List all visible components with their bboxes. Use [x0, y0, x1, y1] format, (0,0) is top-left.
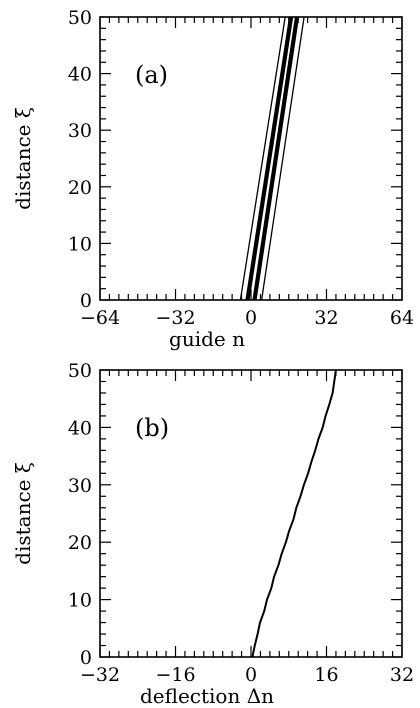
panel-a-x-tick-label: −64: [80, 307, 120, 329]
panel-b-tick-labels: −32 −16 0 16 32 0 10 20 30 40 50: [68, 360, 414, 686]
panel-a-plot-frame: [99, 16, 403, 301]
panel-a-ticks: [99, 16, 403, 301]
panel-a-y-tick-label: 40: [68, 64, 92, 86]
panel-b-y-tick-label: 10: [68, 590, 92, 612]
panel-a-x-tick-label: 0: [245, 307, 257, 329]
panel-a-series: [239, 16, 305, 301]
panel-a-y-tick-label: 30: [68, 120, 92, 142]
panel-b-y-tick-label: 40: [68, 417, 92, 439]
panel-a-series-1: [245, 16, 294, 301]
panel-b-x-tick-label: 0: [245, 664, 257, 686]
panel-b-y-tick-label: 20: [68, 532, 92, 554]
panel-b-series-0: [251, 369, 337, 658]
panel-a: −64 −32 0 32 64 0 10 20 30 40 50 (a) guide n dista…: [11, 7, 414, 351]
panel-b-x-tick-label: −32: [80, 664, 120, 686]
panel-b-y-tick-label: 0: [80, 647, 92, 669]
panel-a-tick-labels: −64 −32 0 32 64 0 10 20 30 40 50: [68, 7, 414, 329]
panel-b: −32 −16 0 16 32 0 10 20 30 40 50 (b) deflection Δn…: [11, 360, 414, 708]
panel-b-y-tick-label: 30: [68, 475, 92, 497]
panel-a-series-2: [252, 16, 300, 301]
panel-b-series: [251, 369, 337, 658]
panel-a-series-3: [260, 16, 305, 301]
panel-a-y-tick-label: 10: [68, 233, 92, 255]
panel-b-x-tick-label: 16: [314, 664, 338, 686]
panel-b-y-tick-label: 50: [68, 360, 92, 382]
panel-b-y-axis-title: distance ξ: [11, 462, 35, 565]
panel-b-x-tick-label: −16: [155, 664, 195, 686]
panel-a-y-axis-title: distance ξ: [11, 107, 35, 210]
panel-b-label: (b): [135, 414, 169, 442]
panel-b-plot-frame: [99, 369, 403, 658]
panel-a-series-0: [239, 16, 286, 301]
panel-b-x-tick-label: 32: [390, 664, 414, 686]
panel-a-x-axis-title: guide n: [169, 327, 245, 351]
panel-a-x-tick-label: 64: [390, 307, 414, 329]
panel-a-x-tick-label: 32: [314, 307, 338, 329]
panel-a-y-tick-label: 50: [68, 7, 92, 29]
panel-b-x-axis-title: deflection Δn: [140, 684, 274, 708]
panel-a-x-tick-label: −32: [155, 307, 195, 329]
panel-a-y-tick-label: 20: [68, 177, 92, 199]
panel-a-y-tick-label: 0: [80, 290, 92, 312]
panel-a-label: (a): [135, 61, 168, 89]
